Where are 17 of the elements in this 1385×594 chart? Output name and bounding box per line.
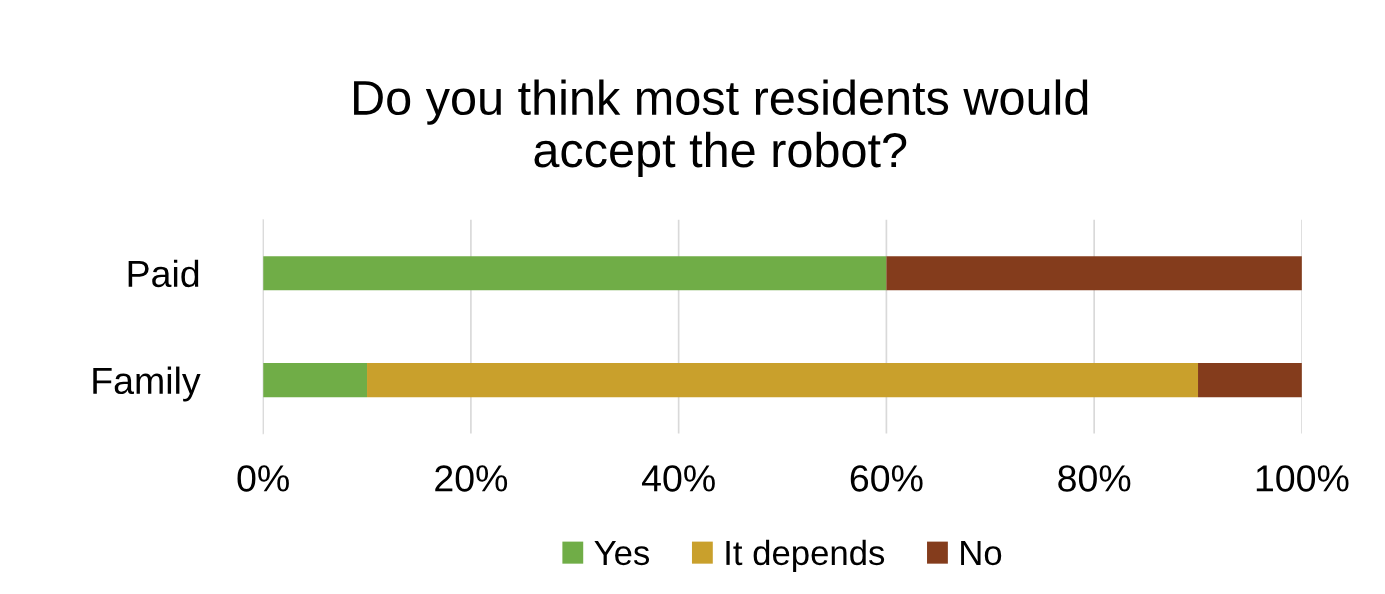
bar: [367, 363, 1199, 398]
x-tick-label: 20%: [435, 465, 508, 492]
bar: [1198, 363, 1302, 398]
y-tick-label: Paid: [128, 259, 199, 288]
legend-label: Yes: [594, 540, 650, 566]
y-tick-label: Family: [93, 366, 201, 402]
x-tick-label: 40%: [641, 465, 715, 492]
bar: [263, 256, 887, 291]
bar: [886, 256, 1302, 291]
legend-label: It depends: [726, 539, 885, 573]
bar: [263, 363, 368, 398]
x-tick-label: 60%: [850, 465, 923, 492]
x-tick-label: 100%: [1256, 465, 1349, 492]
x-tick-label: 80%: [1058, 465, 1131, 492]
x-tick-label: 0%: [237, 465, 289, 492]
legend-label: No: [961, 540, 1002, 566]
chart-title: Do you think most residents would accept the robot?: [354, 79, 1088, 178]
